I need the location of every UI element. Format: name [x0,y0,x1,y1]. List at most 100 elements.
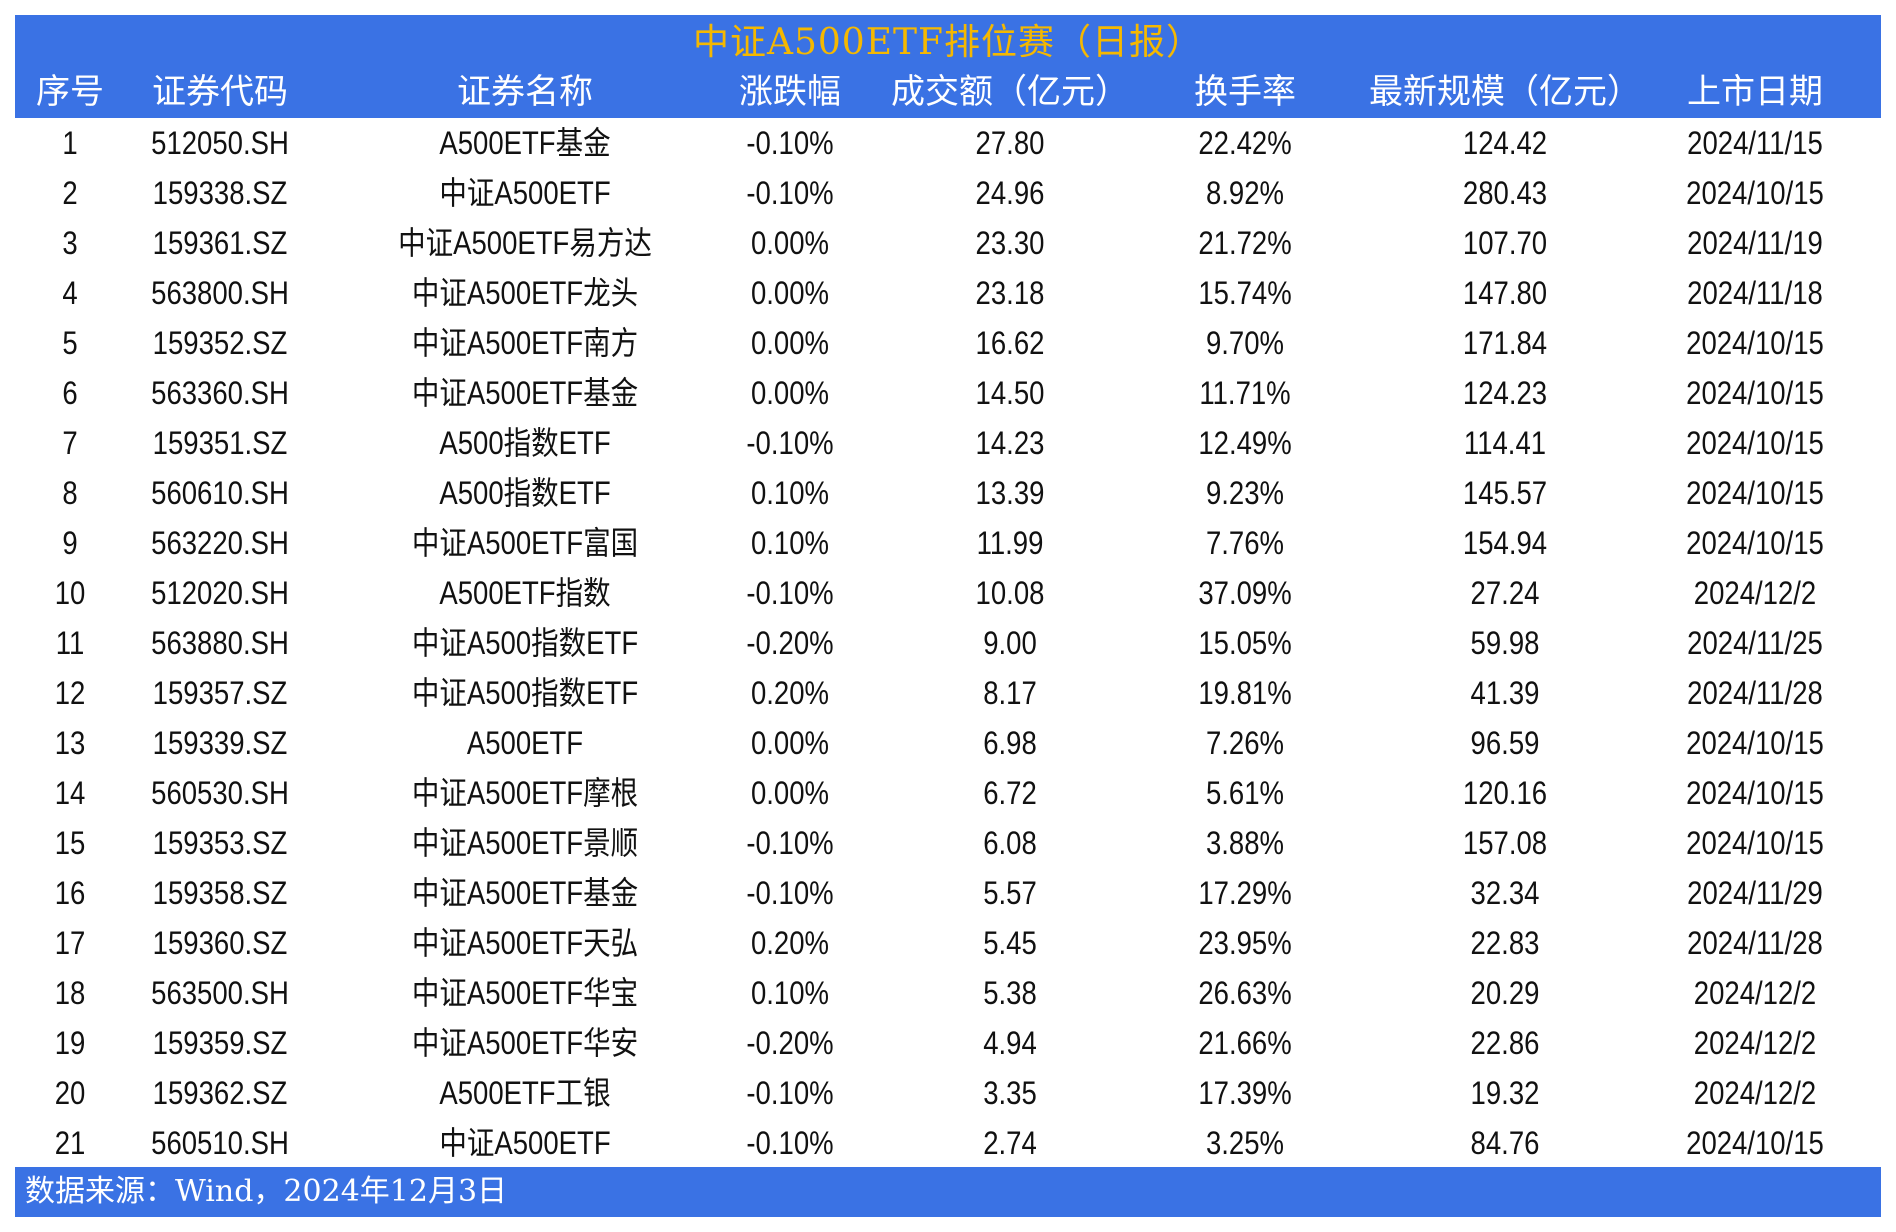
cell-turnover-rate: 15.74% [1198,275,1292,311]
cell-name: A500ETF指数 [439,575,611,611]
table-row: 2 159338.SZ 中证A500ETF -0.10% 24.96 8.92% 280.4… [15,168,1881,218]
cell-code: 159357.SZ [152,675,288,711]
cell-rank: 3 [62,225,78,261]
cell-turnover-amount: 23.18 [975,275,1045,311]
table-row: 4 563800.SH 中证A500ETF龙头 0.00% 23.18 15.74% 147… [15,268,1881,318]
cell-turnover-rate: 7.76% [1205,525,1285,561]
cell-turnover-amount: 6.98 [983,725,1037,761]
cell-fund-size: 19.32 [1470,1075,1540,1111]
cell-turnover-amount: 10.08 [975,575,1045,611]
cell-turnover-rate: 17.39% [1198,1075,1292,1111]
table-row: 18 563500.SH 中证A500ETF华宝 0.10% 5.38 26.63% 20.… [15,968,1881,1018]
cell-code: 159352.SZ [152,325,288,361]
cell-fund-size: 154.94 [1462,525,1548,561]
cell-code: 159351.SZ [152,425,288,461]
cell-change: -0.10% [746,825,834,861]
cell-listing-date: 2024/12/2 [1693,975,1817,1011]
cell-fund-size: 107.70 [1462,225,1548,261]
cell-turnover-amount: 4.94 [983,1025,1037,1061]
table-row: 21 560510.SH 中证A500ETF -0.10% 2.74 3.25% 84.76… [15,1118,1881,1168]
cell-rank: 12 [54,675,86,711]
cell-change: -0.10% [746,1125,834,1161]
cell-rank: 4 [62,275,78,311]
cell-listing-date: 2024/10/15 [1686,475,1824,511]
table-row: 20 159362.SZ A500ETF工银 -0.10% 3.35 17.39% 19.3… [15,1068,1881,1118]
cell-name: 中证A500ETF天弘 [411,925,639,961]
cell-code: 563360.SH [151,375,289,411]
cell-turnover-rate: 21.66% [1198,1025,1292,1061]
cell-rank: 1 [62,125,78,161]
table-row: 8 560610.SH A500指数ETF 0.10% 13.39 9.23% 145.57… [15,468,1881,518]
cell-turnover-amount: 3.35 [983,1075,1037,1111]
cell-name: A500指数ETF [439,475,611,511]
table-row: 1 512050.SH A500ETF基金 -0.10% 27.80 22.42% 124.… [15,118,1881,168]
cell-name: 中证A500ETF华宝 [411,975,639,1011]
cell-listing-date: 2024/10/15 [1686,325,1824,361]
cell-code: 159339.SZ [152,725,288,761]
cell-change: -0.10% [746,1075,834,1111]
table-row: 16 159358.SZ 中证A500ETF基金 -0.10% 5.57 17.29% 32… [15,868,1881,918]
cell-name: A500ETF基金 [439,125,611,161]
cell-turnover-amount: 27.80 [975,125,1045,161]
cell-rank: 18 [54,975,86,1011]
cell-name: 中证A500ETF [439,175,611,211]
cell-fund-size: 124.42 [1462,125,1548,161]
cell-change: -0.10% [746,575,834,611]
cell-code: 563220.SH [151,525,289,561]
cell-turnover-rate: 5.61% [1205,775,1285,811]
table-row: 3 159361.SZ 中证A500ETF易方达 0.00% 23.30 21.72% 10… [15,218,1881,268]
cell-rank: 5 [62,325,78,361]
cell-turnover-rate: 15.05% [1198,625,1292,661]
cell-rank: 17 [54,925,86,961]
cell-turnover-rate: 21.72% [1198,225,1292,261]
cell-code: 512050.SH [151,125,289,161]
cell-rank: 9 [62,525,78,561]
cell-change: 0.00% [750,225,830,261]
cell-turnover-amount: 6.08 [983,825,1037,861]
cell-fund-size: 147.80 [1462,275,1548,311]
cell-turnover-rate: 3.25% [1205,1125,1285,1161]
col-header-listing-date: 上市日期 [1687,72,1823,112]
cell-change: -0.10% [746,425,834,461]
cell-fund-size: 157.08 [1462,825,1548,861]
cell-code: 560530.SH [151,775,289,811]
cell-rank: 11 [55,625,85,661]
cell-name: 中证A500指数ETF [411,675,639,711]
cell-turnover-rate: 8.92% [1205,175,1285,211]
cell-turnover-amount: 2.74 [983,1125,1037,1161]
cell-fund-size: 32.34 [1470,875,1540,911]
cell-rank: 6 [62,375,78,411]
table-row: 9 563220.SH 中证A500ETF富国 0.10% 11.99 7.76% 154.… [15,518,1881,568]
cell-fund-size: 59.98 [1470,625,1540,661]
cell-turnover-amount: 6.72 [983,775,1037,811]
cell-turnover-amount: 16.62 [975,325,1045,361]
cell-rank: 2 [62,175,78,211]
cell-change: -0.10% [746,125,834,161]
table-header-band: 中证A500ETF排位赛（日报） 序号 证券代码 证券名称 涨跌幅 成交额（亿元… [15,15,1881,118]
cell-turnover-rate: 19.81% [1198,675,1292,711]
cell-listing-date: 2024/11/29 [1687,875,1823,911]
cell-listing-date: 2024/10/15 [1686,1125,1824,1161]
cell-change: 0.00% [750,725,830,761]
cell-fund-size: 171.84 [1462,325,1548,361]
cell-listing-date: 2024/12/2 [1693,1075,1817,1111]
cell-name: 中证A500ETF华安 [411,1025,639,1061]
cell-code: 512020.SH [151,575,289,611]
data-source-note: 数据来源：Wind，2024年12月3日 [25,1174,508,1209]
cell-name: 中证A500ETF摩根 [411,775,639,811]
cell-code: 159361.SZ [152,225,288,261]
cell-name: 中证A500ETF景顺 [411,825,639,861]
cell-name: 中证A500指数ETF [411,625,639,661]
cell-change: 0.20% [750,675,830,711]
cell-change: 0.10% [750,475,830,511]
cell-code: 159358.SZ [152,875,288,911]
cell-name: A500ETF工银 [439,1075,611,1111]
cell-rank: 16 [54,875,86,911]
cell-fund-size: 120.16 [1462,775,1548,811]
table-row: 12 159357.SZ 中证A500指数ETF 0.20% 8.17 19.81% 41.… [15,668,1881,718]
cell-change: -0.10% [746,175,834,211]
cell-turnover-amount: 14.50 [975,375,1045,411]
cell-code: 563500.SH [151,975,289,1011]
cell-rank: 8 [62,475,78,511]
cell-turnover-amount: 24.96 [975,175,1045,211]
